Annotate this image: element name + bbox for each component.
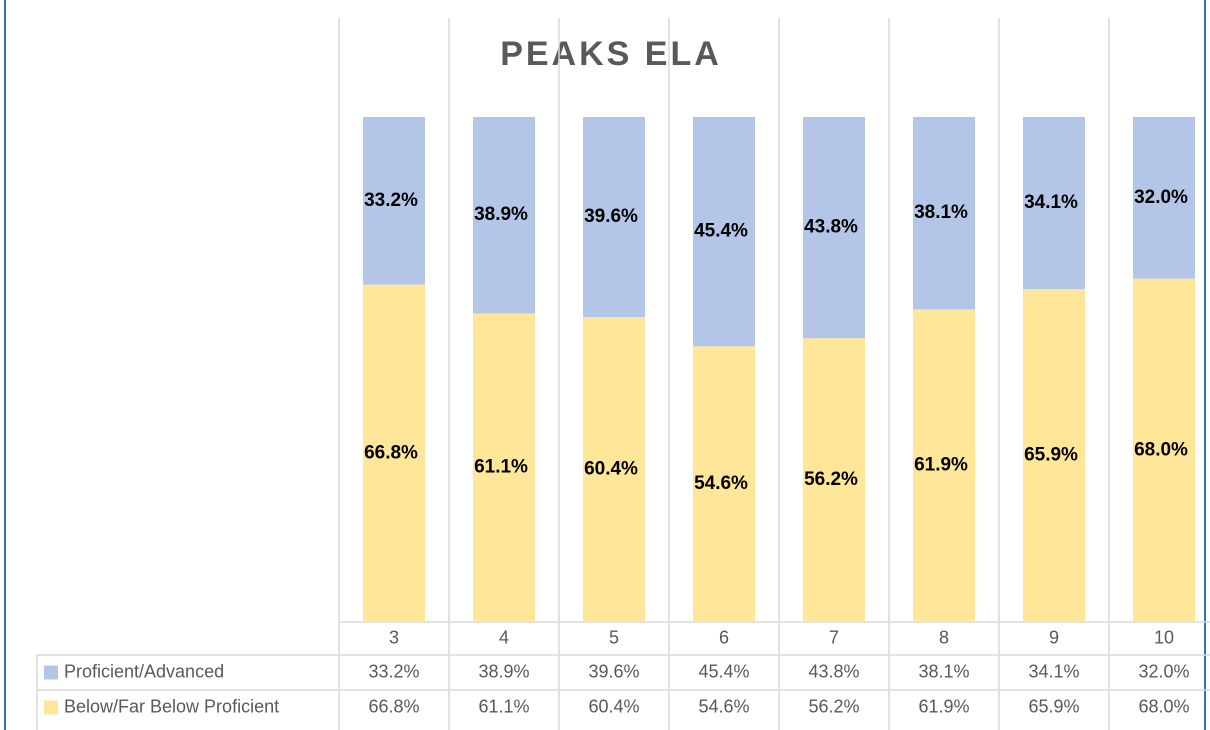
table-cell: 33.2% — [368, 661, 419, 681]
bar-segment — [913, 117, 975, 310]
table-cell: 34.1% — [1028, 661, 1079, 681]
table-cell: 61.9% — [918, 696, 969, 716]
table-cell: 56.2% — [808, 696, 859, 716]
table-cell: 43.8% — [808, 661, 859, 681]
table-cell: 45.4% — [698, 661, 749, 681]
table-cell: 54.6% — [698, 696, 749, 716]
bar-segment — [913, 309, 975, 622]
bar-segment — [583, 316, 645, 622]
data-label: 39.6% — [584, 206, 638, 227]
data-label: 43.8% — [804, 217, 858, 238]
legend-label: Proficient/Advanced — [64, 661, 224, 681]
x-tick-label: 9 — [1049, 627, 1059, 647]
table-cell: 38.1% — [918, 661, 969, 681]
x-tick-label: 8 — [939, 627, 949, 647]
table-cell: 66.8% — [368, 696, 419, 716]
table-cell: 38.9% — [478, 661, 529, 681]
table-cell: 61.1% — [478, 696, 529, 716]
data-label: 33.2% — [364, 190, 418, 211]
data-label: 61.9% — [914, 455, 968, 476]
x-tick-label: 3 — [389, 627, 399, 647]
table-cell: 65.9% — [1028, 696, 1079, 716]
data-label: 54.6% — [694, 473, 748, 494]
bar-segment — [803, 338, 865, 622]
bar-segment — [473, 313, 535, 622]
bar-segment — [363, 117, 425, 285]
bar-segment — [1133, 117, 1195, 279]
data-label: 68.0% — [1134, 439, 1188, 460]
data-label: 34.1% — [1024, 192, 1078, 213]
data-label: 56.2% — [804, 469, 858, 490]
bar-segment — [1023, 289, 1085, 622]
data-label: 45.4% — [694, 221, 748, 242]
bar-segment — [583, 117, 645, 317]
table-cell: 60.4% — [588, 696, 639, 716]
x-tick-label: 4 — [499, 627, 509, 647]
table-cell: 68.0% — [1138, 696, 1189, 716]
bar-segment — [1133, 278, 1195, 622]
legend-key — [44, 665, 58, 680]
bar-segment — [693, 117, 755, 347]
data-label: 38.1% — [914, 202, 968, 223]
x-tick-label: 6 — [719, 627, 729, 647]
chart-title: PEAKS ELA — [500, 35, 722, 73]
x-tick-label: 5 — [609, 627, 619, 647]
bar-segment — [1023, 117, 1085, 290]
data-label: 60.4% — [584, 459, 638, 480]
data-label: 61.1% — [474, 457, 528, 478]
x-tick-label: 7 — [829, 627, 839, 647]
data-label: 38.9% — [474, 204, 528, 225]
legend-key — [44, 700, 58, 715]
legend-label: Below/Far Below Proficient — [64, 696, 279, 716]
data-label: 32.0% — [1134, 187, 1188, 208]
data-label: 65.9% — [1024, 445, 1078, 466]
bar-segment — [363, 284, 425, 622]
x-tick-label: 10 — [1154, 627, 1174, 647]
bar-segment — [803, 117, 865, 339]
table-cell: 39.6% — [588, 661, 639, 681]
bar-segment — [473, 117, 535, 314]
table-cell: 32.0% — [1138, 661, 1189, 681]
bar-segment — [693, 346, 755, 622]
data-label: 66.8% — [364, 442, 418, 463]
